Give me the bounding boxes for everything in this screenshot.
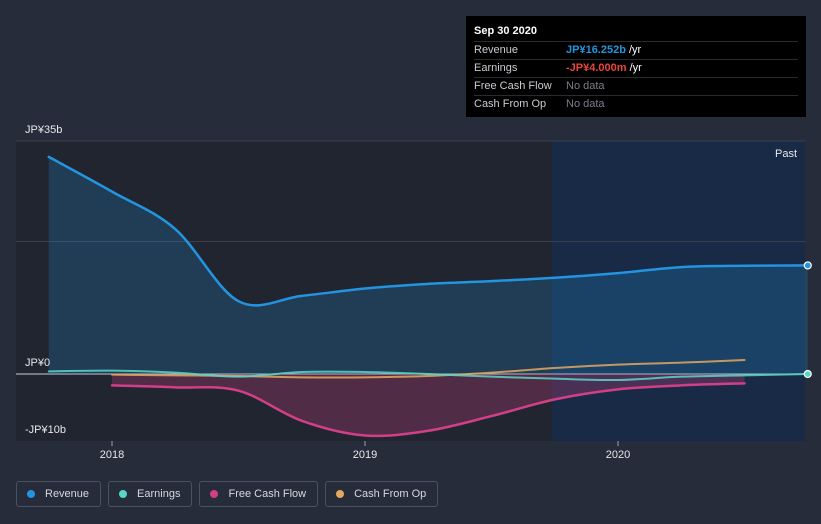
- past-label: Past: [775, 148, 797, 160]
- line-revenue: [47, 155, 809, 307]
- marker-earnings: [803, 369, 812, 379]
- x-tick-label: 2020: [606, 449, 630, 461]
- y-tick-bottom: -JP¥10b: [25, 424, 66, 436]
- line-earnings: [47, 369, 809, 382]
- tooltip-row-fcf: Free Cash Flow No data: [474, 77, 798, 95]
- tooltip-row-revenue: Revenue JP¥16.252b /yr: [474, 41, 798, 59]
- tooltip-date: Sep 30 2020: [474, 25, 537, 37]
- area-free-cash-flow: [112, 374, 745, 436]
- legend-revenue[interactable]: Revenue: [16, 481, 102, 507]
- legend-dot-icon: [27, 490, 35, 498]
- legend-cash-from-op[interactable]: Cash From Op: [325, 481, 439, 507]
- marker-revenue: [803, 261, 812, 270]
- legend-dot-icon: [210, 490, 219, 498]
- tooltip-cfo-value: No data: [566, 98, 605, 110]
- series-layer: [47, 155, 812, 438]
- legend-label: Revenue: [45, 488, 90, 500]
- y-tick-zero: JP¥0: [25, 357, 50, 369]
- tooltip-earnings-value: -JP¥4.000m: [566, 62, 627, 74]
- tooltip-label: Cash From Op: [474, 98, 547, 110]
- line-free-cash-flow: [110, 382, 746, 438]
- legend-earnings[interactable]: Earnings: [108, 481, 193, 507]
- tooltip-label: Free Cash Flow: [474, 80, 552, 92]
- tooltip-label: Earnings: [474, 62, 518, 74]
- legend-label: Cash From Op: [354, 488, 427, 500]
- tooltip-label: Revenue: [474, 44, 519, 56]
- y-tick-top: JP¥35b: [25, 124, 62, 136]
- legend-label: Earnings: [137, 488, 181, 500]
- legend-dot-icon: [119, 490, 128, 498]
- past-region: [552, 141, 805, 441]
- tooltip-suffix: /yr: [626, 62, 642, 74]
- area-revenue: [48, 156, 808, 374]
- tooltip-revenue-value: JP¥16.252b: [566, 44, 626, 56]
- x-axis: 2018 2019 2020: [100, 441, 630, 461]
- legend-label: Free Cash Flow: [228, 488, 307, 500]
- tooltip-fcf-value: No data: [566, 80, 605, 92]
- legend-free-cash-flow[interactable]: Free Cash Flow: [199, 481, 319, 507]
- tooltip-panel: Sep 30 2020 Revenue JP¥16.252b /yr Earni…: [466, 16, 806, 117]
- tooltip-suffix: /yr: [625, 44, 642, 56]
- tooltip-row-earnings: Earnings -JP¥4.000m /yr: [474, 59, 798, 77]
- x-tick-label: 2019: [353, 449, 377, 461]
- x-tick-label: 2018: [100, 449, 124, 461]
- tooltip-row-cfo: Cash From Op No data: [474, 95, 798, 113]
- legend: Revenue Earnings Free Cash Flow Cash Fro…: [16, 481, 439, 507]
- legend-dot-icon: [336, 490, 345, 498]
